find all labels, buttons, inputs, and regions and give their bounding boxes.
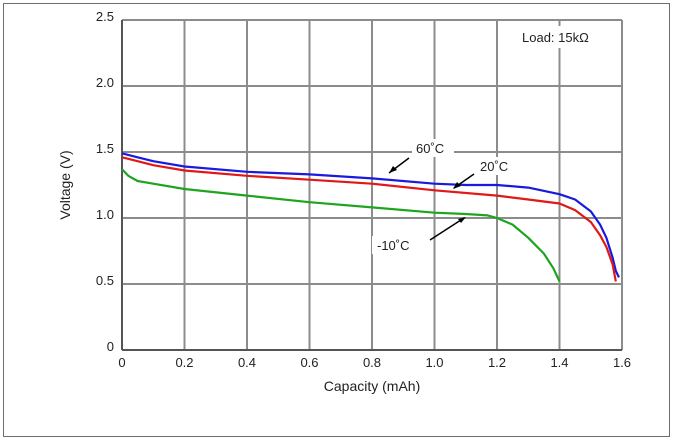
series-line-0 bbox=[121, 152, 620, 278]
y-axis-label: Voltage (V) bbox=[57, 150, 73, 219]
x-tick-label: 0.4 bbox=[238, 355, 256, 370]
load-label: Load: 15kΩ bbox=[522, 30, 589, 45]
annotation-minus10c-arrow bbox=[429, 217, 465, 241]
y-tick-label: 1.5 bbox=[96, 141, 114, 156]
annotation-minus10c-bg bbox=[372, 236, 424, 254]
annotation-20c-label: 20˚C bbox=[480, 159, 508, 174]
x-tick-label: 0.8 bbox=[363, 355, 381, 370]
annotation-20c-bg bbox=[478, 157, 520, 175]
x-tick-label: 0 bbox=[118, 355, 125, 370]
annotation-minus10c-label: -10˚C bbox=[377, 238, 410, 253]
x-tick-label: 1.0 bbox=[425, 355, 443, 370]
y-tick-label: 1.0 bbox=[96, 207, 114, 222]
annotation-60c-label: 60˚C bbox=[416, 141, 444, 156]
y-tick-labels: 0 0.5 1.0 1.5 2.0 2.5 bbox=[96, 9, 114, 354]
y-tick-label: 0 bbox=[107, 339, 114, 354]
x-tick-label: 0.6 bbox=[300, 355, 318, 370]
series-lines bbox=[121, 152, 620, 282]
annotation-60c-bg bbox=[412, 139, 454, 157]
x-tick-label: 1.4 bbox=[550, 355, 568, 370]
annotation-minus10c-arrowhead bbox=[458, 217, 466, 223]
x-axis-label: Capacity (mAh) bbox=[324, 378, 420, 394]
x-tick-label: 1.6 bbox=[613, 355, 631, 370]
x-tick-label: 1.2 bbox=[488, 355, 506, 370]
load-label-bg bbox=[514, 26, 614, 48]
x-tick-labels: 0 0.2 0.4 0.6 0.8 1.0 1.2 1.4 1.6 bbox=[118, 355, 631, 370]
annotation-60c-arrowhead bbox=[389, 166, 397, 173]
y-tick-label: 0.5 bbox=[96, 273, 114, 288]
grid bbox=[121, 19, 623, 351]
x-tick-label: 0.2 bbox=[175, 355, 193, 370]
series-line-1 bbox=[121, 156, 617, 282]
y-tick-label: 2.0 bbox=[96, 75, 114, 90]
annotation-20c-arrowhead bbox=[453, 182, 461, 189]
y-tick-label: 2.5 bbox=[96, 9, 114, 24]
series-line-2 bbox=[121, 168, 561, 282]
